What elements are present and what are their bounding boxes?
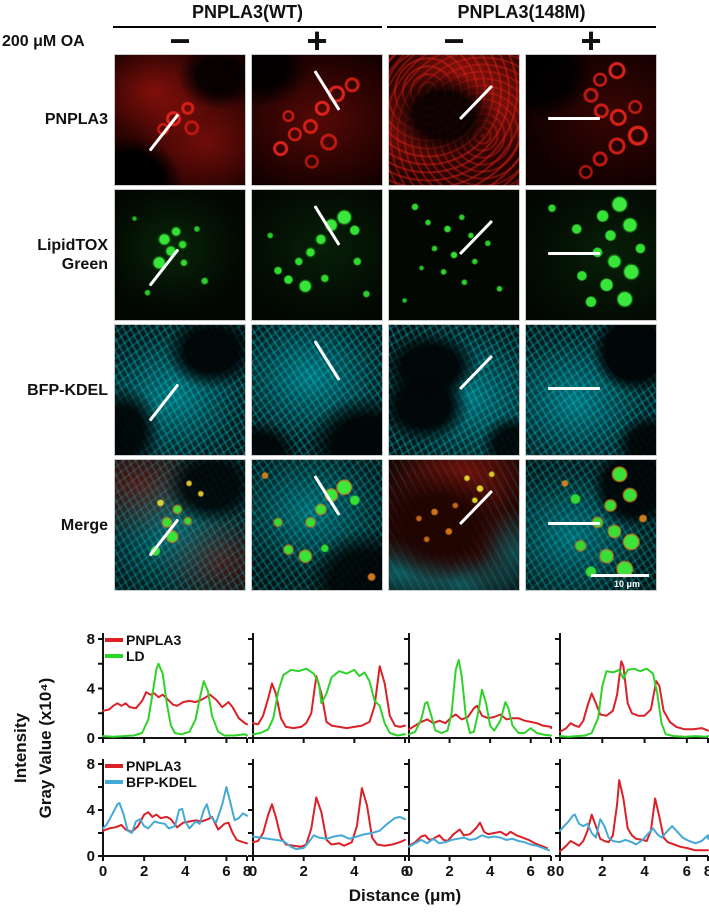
linescan-overlay	[548, 522, 600, 525]
svg-text:6: 6	[401, 863, 409, 880]
svg-text:0: 0	[99, 863, 107, 880]
micro-image-lipidtox-148m-plus	[526, 190, 656, 320]
micro-image-merge-148m-minus	[389, 460, 519, 590]
condition-minus-2: −	[443, 20, 465, 61]
intensity-plot-6: 0 2 4 6	[248, 759, 409, 880]
svg-text:4: 4	[181, 863, 190, 880]
micro-image-merge-wt-minus	[115, 460, 245, 590]
micro-image-lipidtox-148m-minus	[389, 190, 519, 320]
micro-image-bfpkdel-148m-plus	[526, 325, 656, 455]
micro-image-bfpkdel-wt-plus	[252, 325, 382, 455]
linescan-overlay	[458, 354, 494, 391]
micro-image-bfpkdel-148m-minus	[389, 325, 519, 455]
svg-text:2: 2	[299, 863, 307, 880]
svg-text:2: 2	[445, 863, 453, 880]
svg-text:8: 8	[704, 863, 709, 880]
svg-text:4: 4	[87, 802, 96, 819]
x-axis-label: Distance (μm)	[348, 886, 462, 905]
row-label-bfp-kdel: BFP-KDEL	[27, 382, 108, 399]
svg-text:4: 4	[87, 681, 96, 698]
svg-text:0: 0	[87, 730, 95, 747]
row-label-lipidtox: LipidTOX Green	[37, 237, 108, 273]
treatment-label: 200 μM OA	[2, 33, 85, 50]
micro-image-pnpla3-wt-plus	[252, 55, 382, 185]
row-label-pnpla3: PNPLA3	[44, 111, 108, 128]
micro-image-pnpla3-148m-minus	[389, 55, 519, 185]
y-axis-label: Intensity Gray Value (x10⁴)	[11, 677, 55, 819]
condition-minus-1: −	[169, 20, 191, 61]
micro-image-pnpla3-wt-minus	[115, 55, 245, 185]
svg-text:8: 8	[87, 631, 95, 648]
condition-plus-2: +	[580, 20, 602, 61]
column-group-wt-header: PNPLA3(WT)	[113, 2, 382, 28]
intensity-plot-3	[404, 633, 552, 743]
svg-text:BFP-KDEL: BFP-KDEL	[126, 774, 197, 790]
svg-text:4: 4	[350, 863, 359, 880]
linescan-overlay	[148, 518, 180, 557]
micro-image-bfpkdel-wt-minus	[115, 325, 245, 455]
intensity-plot-4	[555, 633, 709, 743]
svg-text:0: 0	[405, 863, 413, 880]
scale-bar-label: 10 μm	[613, 579, 640, 589]
svg-text:LD: LD	[126, 648, 145, 664]
column-group-148m-header: PNPLA3(148M)	[387, 2, 656, 28]
intensity-plot-2	[248, 633, 406, 743]
micro-image-pnpla3-148m-plus	[526, 55, 656, 185]
linescan-overlay	[148, 113, 180, 152]
linescan-overlay	[148, 383, 180, 422]
linescan-overlay	[458, 84, 494, 121]
linescan-overlay	[313, 205, 341, 246]
svg-text:PNPLA3: PNPLA3	[126, 758, 181, 774]
scale-bar	[591, 574, 649, 577]
linescan-overlay	[313, 340, 341, 381]
svg-text:4: 4	[486, 863, 495, 880]
svg-text:6: 6	[683, 863, 691, 880]
linescan-overlay	[458, 489, 494, 526]
svg-text:8: 8	[243, 863, 251, 880]
micro-image-lipidtox-wt-minus	[115, 190, 245, 320]
svg-text:0: 0	[87, 848, 95, 865]
linescan-overlay	[548, 252, 600, 255]
linescan-overlay	[313, 70, 341, 111]
row-label-merge: Merge	[60, 517, 108, 534]
svg-text:2: 2	[598, 863, 606, 880]
svg-text:6: 6	[222, 863, 230, 880]
micro-image-merge-wt-plus	[252, 460, 382, 590]
svg-text:8: 8	[547, 863, 555, 880]
linescan-overlay	[148, 248, 180, 287]
column-group-wt-label: PNPLA3(WT)	[192, 2, 303, 22]
linescan-overlay	[548, 387, 600, 390]
condition-plus-1: +	[306, 20, 328, 61]
linescan-overlay	[548, 117, 600, 120]
svg-text:0: 0	[556, 863, 564, 880]
column-group-148m-label: PNPLA3(148M)	[457, 2, 586, 22]
svg-text:0: 0	[249, 863, 257, 880]
micro-image-lipidtox-wt-plus	[252, 190, 382, 320]
svg-text:PNPLA3: PNPLA3	[126, 632, 181, 648]
svg-text:4: 4	[640, 863, 649, 880]
linescan-overlay	[458, 219, 494, 256]
svg-text:8: 8	[87, 756, 95, 773]
linescan-overlay	[313, 475, 341, 516]
svg-text:2: 2	[140, 863, 148, 880]
svg-text:6: 6	[527, 863, 535, 880]
micro-image-merge-148m-plus: 10 μm	[526, 460, 656, 590]
